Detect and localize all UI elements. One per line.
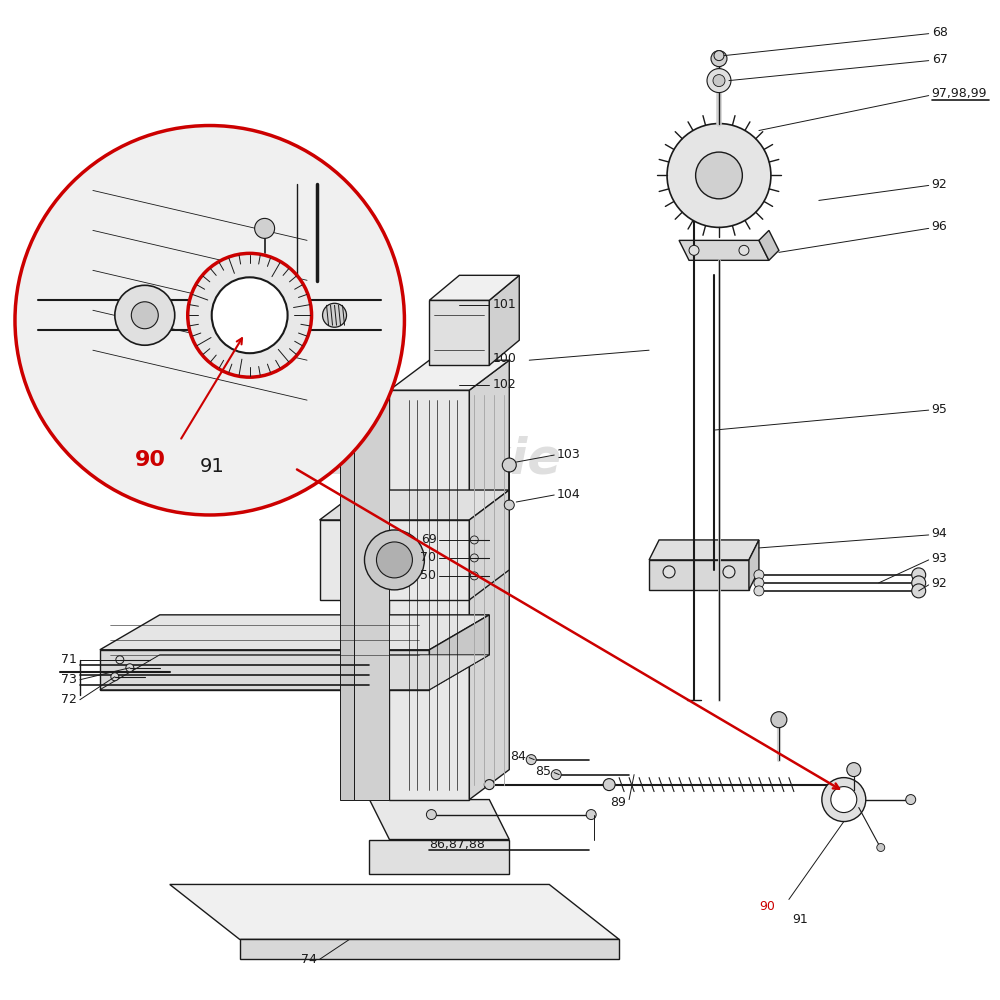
Polygon shape <box>170 884 619 939</box>
Circle shape <box>912 584 926 598</box>
Text: 84: 84 <box>510 750 526 763</box>
Text: 85: 85 <box>535 765 551 778</box>
Circle shape <box>822 778 866 822</box>
Circle shape <box>707 69 731 93</box>
Text: 72: 72 <box>61 693 77 706</box>
Polygon shape <box>100 615 489 650</box>
Circle shape <box>551 770 561 780</box>
Circle shape <box>188 253 312 377</box>
Text: 67: 67 <box>932 53 948 66</box>
Circle shape <box>15 126 404 515</box>
Polygon shape <box>489 275 519 365</box>
Text: 73: 73 <box>61 673 77 686</box>
Polygon shape <box>469 360 509 800</box>
Text: 70: 70 <box>420 551 436 564</box>
Circle shape <box>771 712 787 728</box>
Circle shape <box>906 795 916 805</box>
Polygon shape <box>354 400 389 800</box>
Text: 71: 71 <box>61 653 77 666</box>
Circle shape <box>754 586 764 596</box>
Circle shape <box>115 285 175 345</box>
Circle shape <box>586 810 596 820</box>
Circle shape <box>723 566 735 578</box>
Circle shape <box>912 576 926 590</box>
Circle shape <box>689 245 699 255</box>
Text: 95: 95 <box>932 403 948 416</box>
Circle shape <box>212 277 288 353</box>
Polygon shape <box>749 540 759 590</box>
Polygon shape <box>320 520 469 600</box>
Polygon shape <box>429 615 489 690</box>
Text: 96: 96 <box>932 220 947 233</box>
Polygon shape <box>340 410 354 800</box>
Text: 101: 101 <box>492 298 516 311</box>
Circle shape <box>504 500 514 510</box>
Text: 68: 68 <box>932 26 948 39</box>
Text: anruijixie: anruijixie <box>297 436 562 484</box>
Circle shape <box>470 554 478 562</box>
Polygon shape <box>389 360 509 390</box>
Circle shape <box>754 570 764 580</box>
Text: 50: 50 <box>420 569 436 582</box>
Circle shape <box>696 152 742 199</box>
Text: 104: 104 <box>556 488 580 501</box>
Circle shape <box>831 787 857 813</box>
Circle shape <box>376 542 412 578</box>
Text: 103: 103 <box>556 448 580 461</box>
Text: 69: 69 <box>421 533 436 546</box>
Text: 97,98,99: 97,98,99 <box>932 87 987 100</box>
Polygon shape <box>100 650 429 690</box>
Circle shape <box>847 763 861 777</box>
Circle shape <box>754 578 764 588</box>
Circle shape <box>714 51 724 61</box>
Circle shape <box>484 780 494 790</box>
Circle shape <box>116 656 124 664</box>
Text: 89: 89 <box>610 796 626 809</box>
Polygon shape <box>240 939 619 959</box>
Circle shape <box>126 664 134 672</box>
Circle shape <box>470 536 478 544</box>
Polygon shape <box>469 490 509 600</box>
Circle shape <box>323 303 347 327</box>
Polygon shape <box>389 390 469 800</box>
Circle shape <box>663 566 675 578</box>
Circle shape <box>255 218 275 238</box>
Text: 90: 90 <box>135 450 166 470</box>
Text: 92: 92 <box>932 178 947 191</box>
Text: 74: 74 <box>301 953 317 966</box>
Circle shape <box>502 458 516 472</box>
Text: 102: 102 <box>492 378 516 391</box>
Circle shape <box>877 844 885 852</box>
Polygon shape <box>369 800 509 840</box>
Text: 91: 91 <box>792 913 808 926</box>
Text: 92: 92 <box>932 577 947 590</box>
Polygon shape <box>759 230 779 260</box>
Polygon shape <box>649 540 759 560</box>
Circle shape <box>364 530 424 590</box>
Circle shape <box>526 755 536 765</box>
Circle shape <box>739 245 749 255</box>
Text: 93: 93 <box>932 552 947 565</box>
Polygon shape <box>649 560 749 590</box>
Polygon shape <box>369 840 509 874</box>
Polygon shape <box>679 240 769 260</box>
Circle shape <box>912 568 926 582</box>
Circle shape <box>603 779 615 791</box>
Polygon shape <box>429 275 519 300</box>
Circle shape <box>426 810 436 820</box>
Polygon shape <box>100 655 489 690</box>
Circle shape <box>667 124 771 227</box>
Polygon shape <box>429 300 489 365</box>
Text: 94: 94 <box>932 527 947 540</box>
Circle shape <box>713 75 725 87</box>
Text: 86,87,88: 86,87,88 <box>429 838 485 851</box>
Circle shape <box>111 673 119 681</box>
Text: 100: 100 <box>492 352 516 365</box>
Polygon shape <box>320 490 509 520</box>
Circle shape <box>470 572 478 580</box>
Text: 91: 91 <box>200 457 224 476</box>
Text: 90: 90 <box>759 900 775 913</box>
Circle shape <box>711 51 727 67</box>
Circle shape <box>131 302 158 329</box>
